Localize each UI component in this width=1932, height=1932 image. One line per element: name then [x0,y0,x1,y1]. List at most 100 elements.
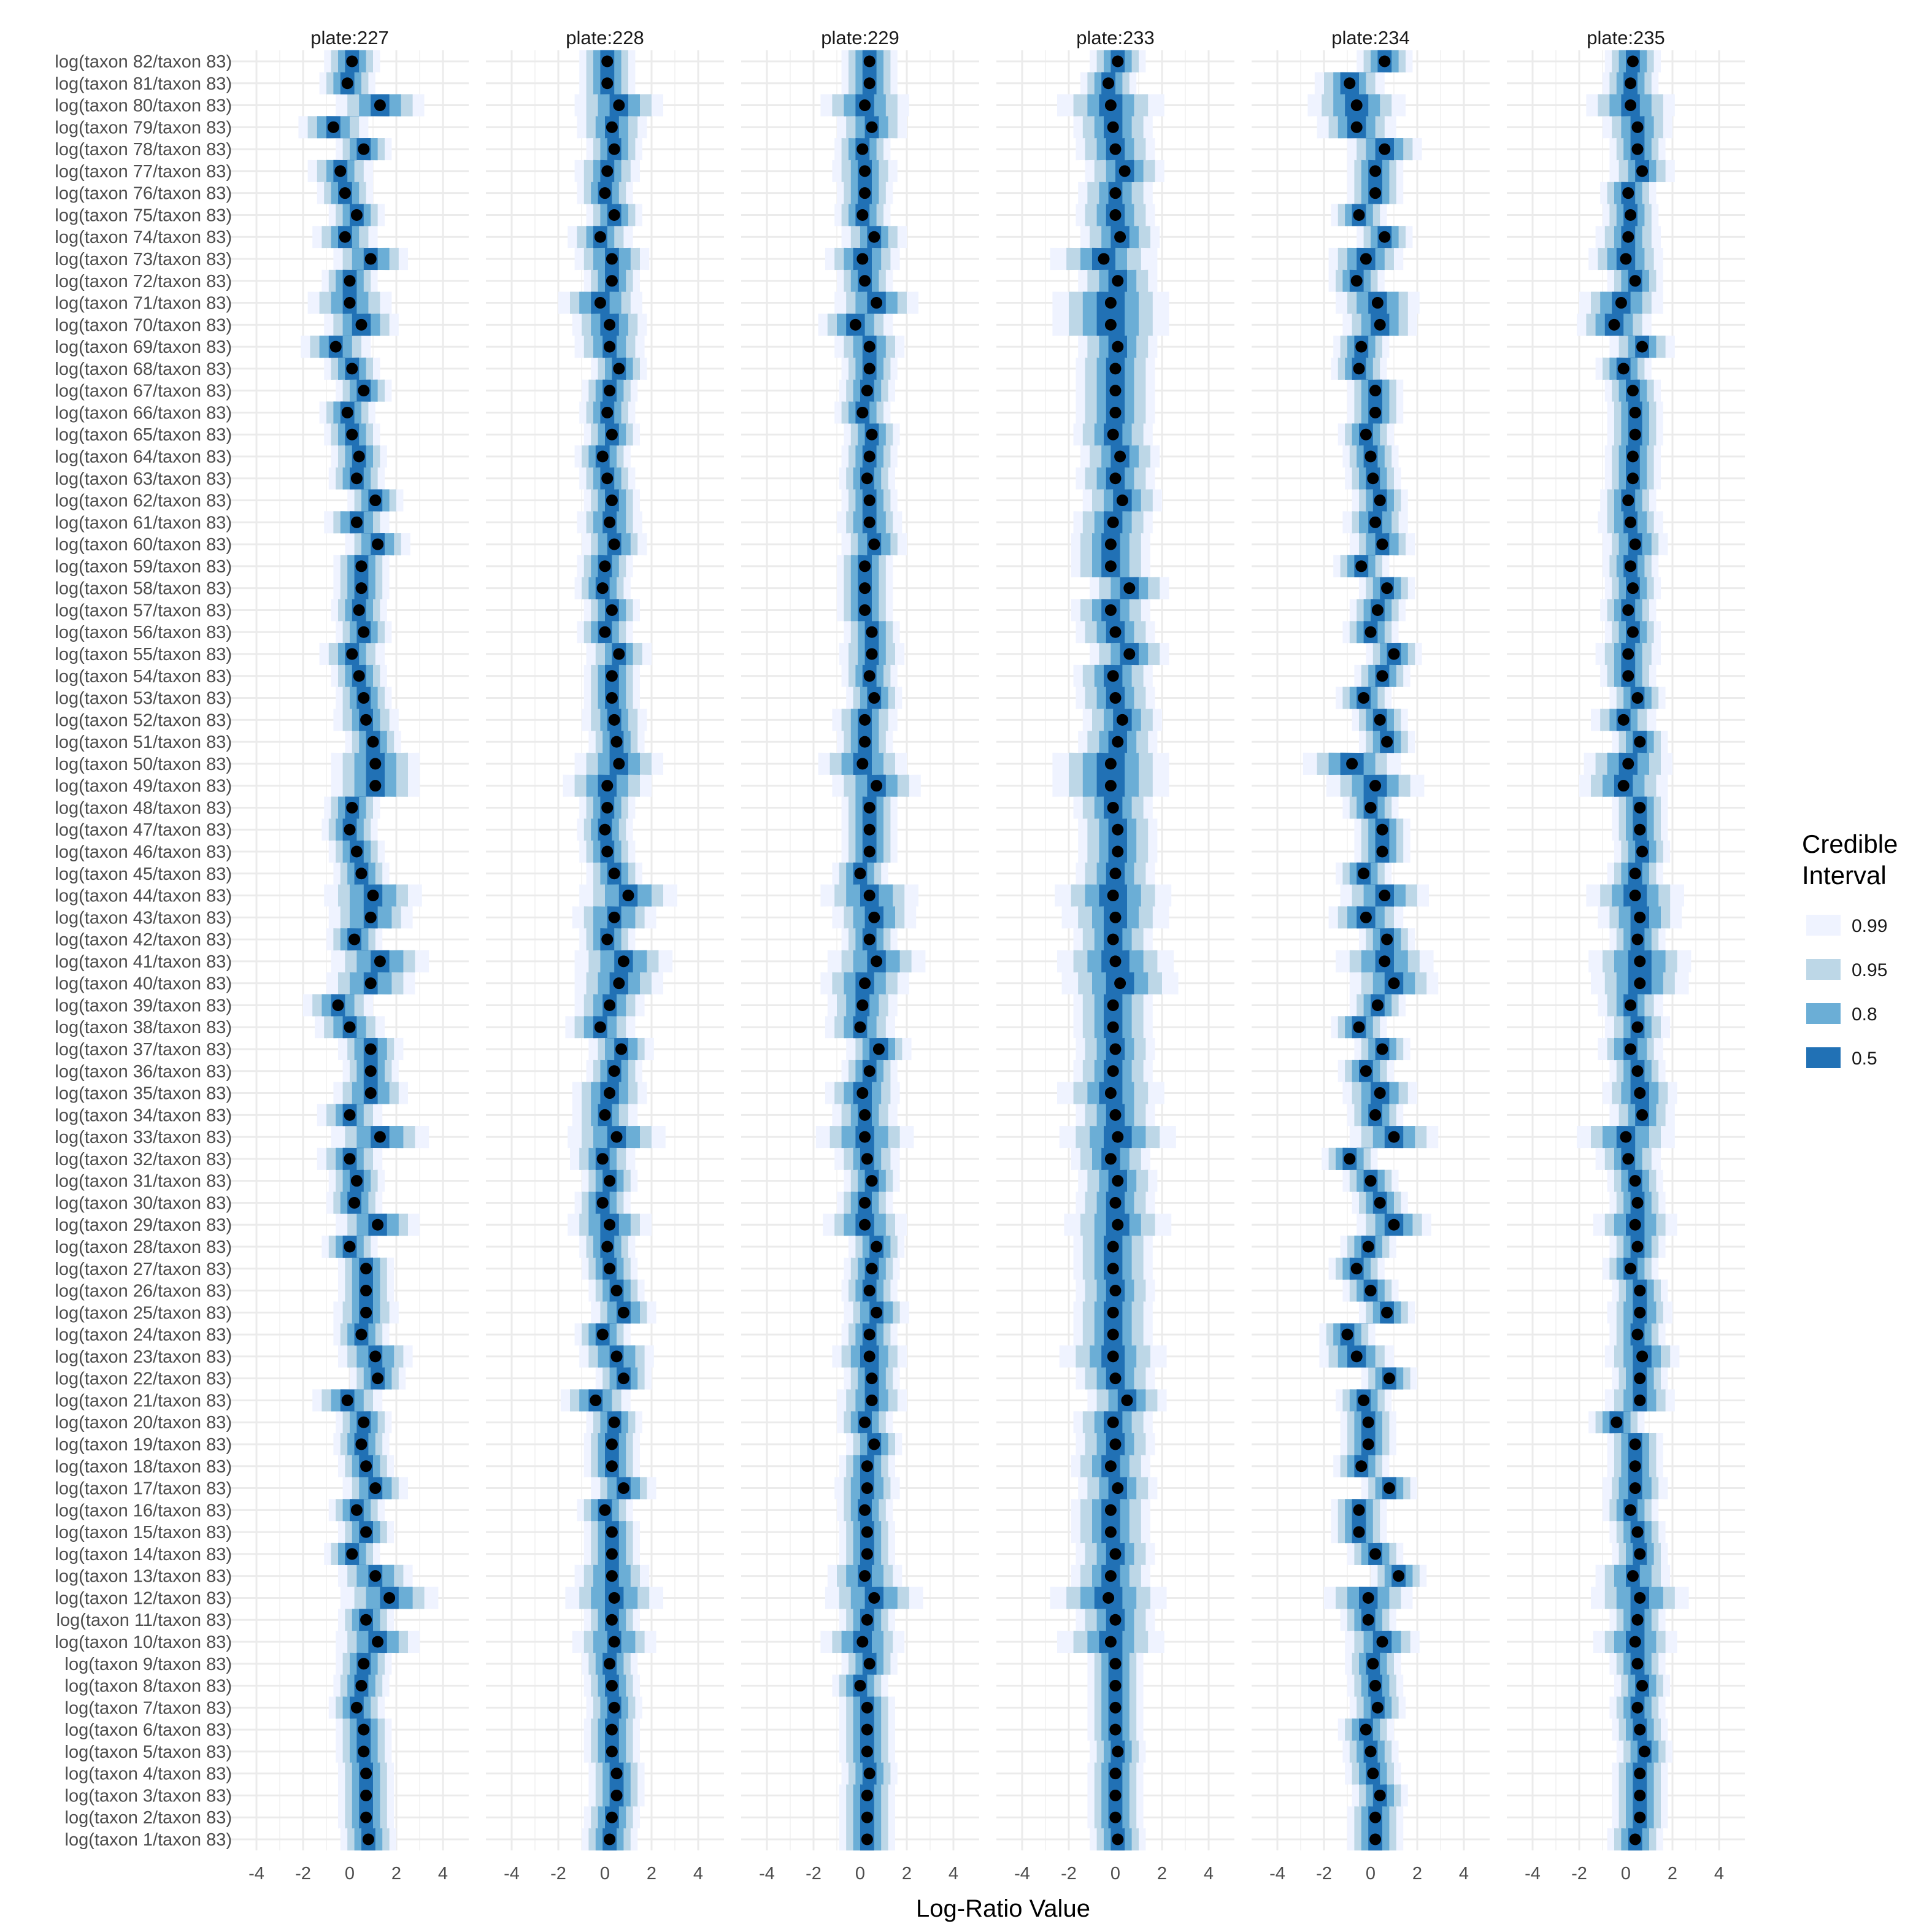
median-point [610,1789,623,1801]
median-point [1346,758,1358,770]
median-point [863,670,876,682]
median-point [863,516,876,528]
median-point [859,560,871,572]
median-point [1638,1745,1650,1758]
y-tick-label: log(taxon 51/taxon 83) [55,733,232,752]
median-point [362,1833,374,1845]
y-tick-label: log(taxon 2/taxon 83) [65,1808,232,1828]
median-point [1381,736,1393,748]
median-point [1629,868,1641,880]
median-point [1615,297,1627,309]
median-point [1625,1263,1637,1275]
median-point [1358,1394,1370,1406]
median-point [863,77,876,90]
median-point [610,736,623,748]
credible-band-0p5 [846,50,888,1851]
x-axis-title: Log-Ratio Value [916,1895,1090,1922]
median-point [1388,648,1400,660]
median-point [594,1021,606,1033]
median-point [863,845,876,858]
median-point [1112,341,1124,353]
median-point [1107,1306,1119,1318]
median-point [1353,1021,1365,1033]
y-tick-label: log(taxon 42/taxon 83) [55,930,232,950]
median-point [1631,1328,1644,1341]
median-point [871,1306,883,1318]
median-point [369,495,382,507]
median-point [1107,999,1119,1011]
x-tick-label: -4 [759,1864,775,1884]
median-point [856,758,869,770]
median-point [348,1196,361,1209]
y-tick-label: log(taxon 33/taxon 83) [55,1128,232,1147]
median-point [606,1723,618,1736]
median-point [859,1131,871,1143]
median-point [1367,472,1379,485]
median-point [868,231,880,243]
median-point [1104,604,1117,616]
median-point [1634,823,1646,836]
median-point [608,868,620,880]
median-point [608,209,620,221]
median-point [868,911,880,923]
median-point [358,626,370,638]
interval-bands-layer [298,50,1691,1851]
x-tick-label: 0 [600,1864,610,1884]
median-point [1369,1109,1382,1121]
y-tick-label: log(taxon 75/taxon 83) [55,206,232,225]
median-point [1364,1285,1377,1297]
median-point [859,275,871,287]
median-point [866,1263,878,1275]
median-point [1636,1350,1649,1363]
y-tick-label: log(taxon 37/taxon 83) [55,1040,232,1060]
x-tick-label: -4 [504,1864,520,1884]
median-point [1104,1460,1117,1472]
median-point [1360,428,1372,441]
median-point [1626,582,1639,595]
median-point [1104,538,1117,550]
median-point [599,1109,611,1121]
y-tick-label: log(taxon 73/taxon 83) [55,250,232,269]
median-point [604,1263,616,1275]
median-point [1634,1591,1646,1604]
median-point [1355,1460,1368,1472]
median-point [364,1065,377,1077]
median-point [610,1768,623,1780]
median-point [866,648,878,660]
median-point [1353,209,1365,221]
median-point [1631,1658,1644,1670]
median-point [353,604,365,616]
median-point [599,1504,611,1516]
x-axis-tick-labels: -4 -2 0 2 4 -4 -2 0 2 4 -4 -2 0 2 4 -4 -2 0 2 4 -4 -2 0 2 4 -4 -2 0… [248,1864,1724,1884]
y-tick-label: log(taxon 23/taxon 83) [55,1347,232,1367]
median-point [856,209,869,221]
median-point [369,1350,382,1363]
median-point [1109,1109,1122,1121]
median-point [1109,385,1122,397]
facet-strip-label: plate:227 [310,27,389,48]
y-tick-label: log(taxon 81/taxon 83) [55,74,232,94]
median-point [854,1680,866,1692]
median-point [1622,231,1634,243]
median-point [871,780,883,792]
legend-label: 0.99 [1852,916,1887,936]
median-point [1622,758,1634,770]
median-point [1109,1043,1122,1055]
median-point [859,1109,871,1121]
median-point [1107,1350,1119,1363]
median-point [360,1306,372,1318]
median-point [613,758,625,770]
median-point [1104,758,1117,770]
facet-strip-labels: plate:227 plate:228 plate:229 plate:233 plat… [310,27,1665,48]
median-point [1107,1328,1119,1341]
y-tick-label: log(taxon 16/taxon 83) [55,1501,232,1520]
median-point [863,363,876,375]
median-point [863,450,876,463]
median-point [350,1701,363,1714]
median-point [1104,1570,1117,1582]
y-tick-label: log(taxon 13/taxon 83) [55,1567,232,1587]
median-point [1379,890,1391,902]
median-point [364,253,377,265]
median-point [1374,714,1386,726]
y-tick-label: log(taxon 56/taxon 83) [55,623,232,642]
